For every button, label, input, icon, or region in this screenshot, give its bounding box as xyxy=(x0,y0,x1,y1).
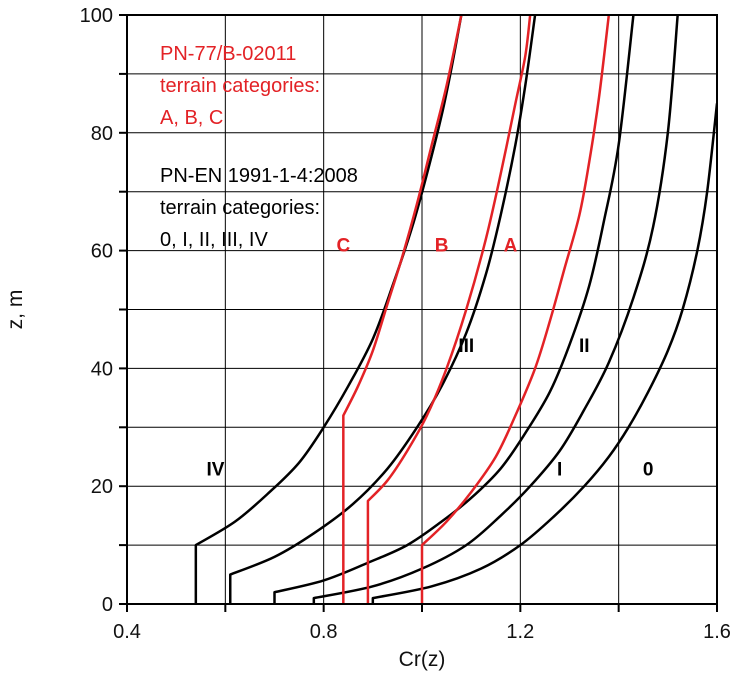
series-label-0: 0 xyxy=(643,460,654,481)
series-line-iv xyxy=(194,15,463,604)
series-label-a: A xyxy=(504,236,518,257)
y-tick-label: 60 xyxy=(91,241,113,263)
y-tick-label: 0 xyxy=(102,594,113,616)
x-tick-label: 0.4 xyxy=(113,621,141,643)
legend-pn-77-line-1: PN-77/B-02011 xyxy=(160,43,296,65)
y-tick-label: 40 xyxy=(91,358,113,380)
series-line-a xyxy=(420,15,611,604)
axis-ticks xyxy=(119,14,718,612)
legend-pn-en-line-2: terrain categories: xyxy=(160,197,320,219)
legend-pn-77-line-2: terrain categories: xyxy=(160,75,320,97)
y-axis-title: z, m xyxy=(4,290,27,330)
legend-pn-en-line-3: 0, I, II, III, IV xyxy=(160,229,268,251)
series-line-c xyxy=(342,15,463,604)
y-tick-label: 100 xyxy=(80,5,113,27)
series-line-b xyxy=(366,15,532,604)
series-line-iii xyxy=(229,15,537,604)
series-line-0 xyxy=(371,103,717,604)
series-line-ii xyxy=(273,15,635,604)
x-tick-label: 1.6 xyxy=(703,621,731,643)
legend-pn-77-line-3: A, B, C xyxy=(160,107,223,129)
legend-pn-77: PN-77/B-02011 terrain categories: A, B, … xyxy=(160,43,320,129)
series-label-ii: II xyxy=(579,336,590,357)
series-label-b: B xyxy=(435,236,449,257)
x-tick-label: 1.2 xyxy=(506,621,534,643)
curves xyxy=(194,15,717,604)
series-label-c: C xyxy=(336,236,350,257)
series-label-iii: III xyxy=(458,336,474,357)
x-tick-label: 0.8 xyxy=(310,621,338,643)
legend-pn-en-line-1: PN-EN 1991-1-4:2008 xyxy=(160,165,358,187)
y-tick-label: 80 xyxy=(91,123,113,145)
x-axis-title: Cr(z) xyxy=(399,648,446,671)
legend-pn-en: PN-EN 1991-1-4:2008 terrain categories: … xyxy=(160,165,358,251)
y-tick-label: 20 xyxy=(91,476,113,498)
series-label-i: I xyxy=(557,460,562,481)
tick-labels: 0.4 0.8 1.2 1.6 0 20 40 60 80 100 xyxy=(80,5,731,643)
series-label-iv: IV xyxy=(207,460,225,481)
